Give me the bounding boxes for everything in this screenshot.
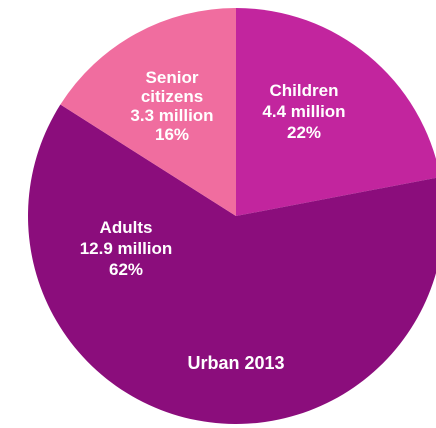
slice-label-line: citizens xyxy=(141,87,203,106)
slice-label-senior-citizens: Senior citizens 3.3 million 16% xyxy=(130,68,213,144)
chart-title: Urban 2013 xyxy=(187,353,284,373)
slice-label-line: 22% xyxy=(287,123,321,142)
slice-label-line: Senior xyxy=(146,68,199,87)
pie-slice-adults xyxy=(28,104,436,424)
slice-label-line: Children xyxy=(270,81,339,100)
slice-label-line: 16% xyxy=(155,125,189,144)
slice-label-line: 3.3 million xyxy=(130,106,213,125)
slice-label-children: Children 4.4 million 22% xyxy=(262,81,345,142)
slices-layer xyxy=(28,8,436,424)
slice-label-line: Adults xyxy=(100,218,153,237)
pie-slice-senior-citizens xyxy=(60,8,236,216)
pie-slice-children xyxy=(236,8,436,216)
slice-label-line: 4.4 million xyxy=(262,102,345,121)
slice-label-line: 62% xyxy=(109,260,143,279)
slice-label-adults: Adults 12.9 million 62% xyxy=(80,218,173,279)
labels-layer: Children 4.4 million 22% Adults 12.9 million… xyxy=(80,68,346,279)
slice-label-line: 12.9 million xyxy=(80,239,173,258)
